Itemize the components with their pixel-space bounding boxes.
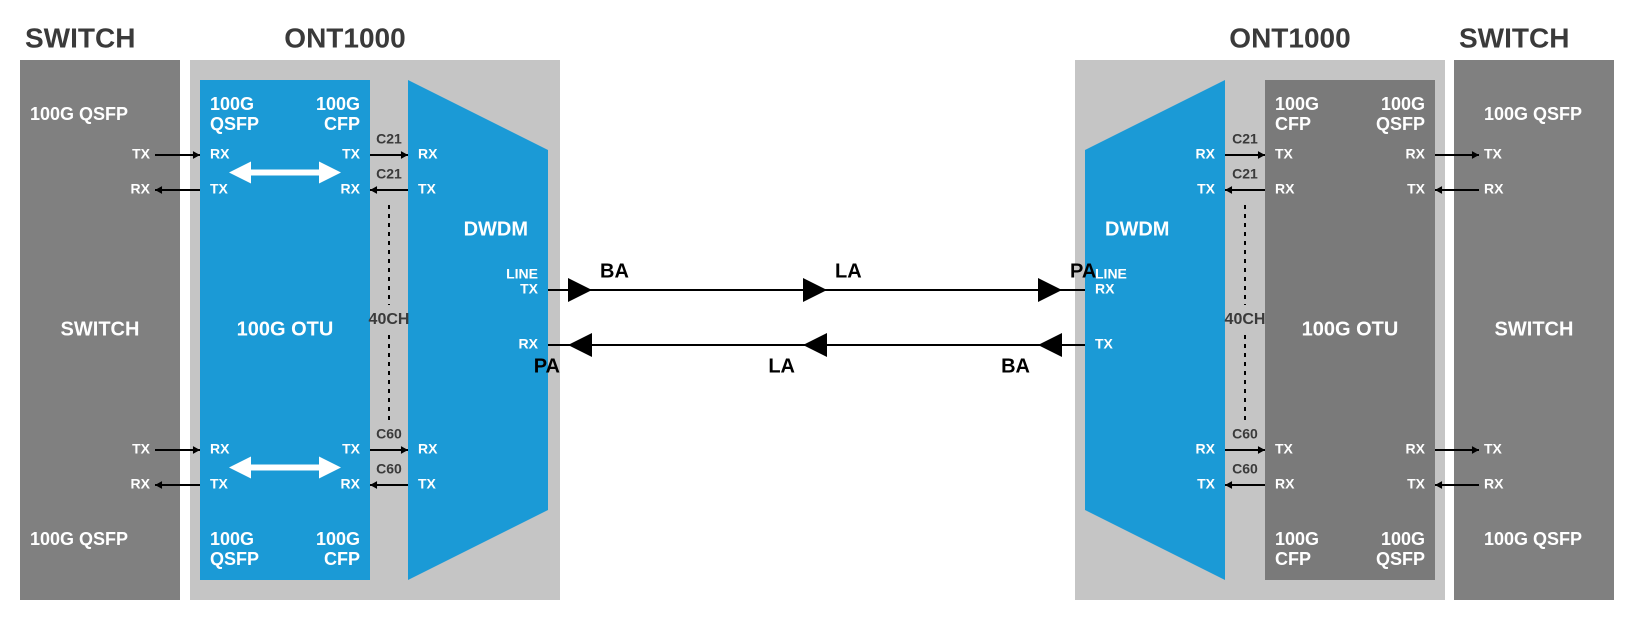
svg-text:40CH: 40CH — [1225, 311, 1266, 328]
svg-text:100G: 100G — [1275, 529, 1319, 549]
svg-text:100G: 100G — [1275, 94, 1319, 114]
svg-text:100G OTU: 100G OTU — [1302, 318, 1399, 340]
svg-text:RX: RX — [131, 476, 151, 492]
svg-text:CFP: CFP — [1275, 114, 1311, 134]
svg-text:LINE: LINE — [506, 266, 538, 282]
svg-text:100G QSFP: 100G QSFP — [30, 529, 128, 549]
svg-text:BA: BA — [1001, 355, 1030, 377]
svg-text:100G: 100G — [1381, 529, 1425, 549]
svg-text:TX: TX — [132, 146, 151, 162]
svg-text:TX: TX — [1407, 181, 1426, 197]
svg-text:C60: C60 — [376, 426, 402, 442]
svg-text:TX: TX — [1275, 146, 1294, 162]
svg-text:LINE: LINE — [1095, 266, 1127, 282]
svg-text:CFP: CFP — [1275, 549, 1311, 569]
svg-text:RX: RX — [1275, 476, 1295, 492]
svg-text:CFP: CFP — [324, 549, 360, 569]
svg-text:BA: BA — [600, 260, 629, 282]
svg-text:TX: TX — [418, 476, 437, 492]
svg-text:QSFP: QSFP — [210, 114, 259, 134]
svg-text:100G QSFP: 100G QSFP — [1484, 529, 1582, 549]
svg-text:SWITCH: SWITCH — [61, 318, 140, 340]
svg-text:100G QSFP: 100G QSFP — [30, 104, 128, 124]
svg-text:C21: C21 — [1232, 131, 1258, 147]
svg-text:TX: TX — [1484, 146, 1503, 162]
svg-text:RX: RX — [1484, 476, 1504, 492]
svg-text:C21: C21 — [376, 131, 402, 147]
svg-text:QSFP: QSFP — [210, 549, 259, 569]
svg-text:100G: 100G — [316, 529, 360, 549]
svg-text:TX: TX — [132, 441, 151, 457]
svg-text:TX: TX — [210, 181, 229, 197]
svg-text:TX: TX — [1407, 476, 1426, 492]
svg-text:SWITCH: SWITCH — [1459, 22, 1569, 53]
svg-text:RX: RX — [341, 476, 361, 492]
svg-text:TX: TX — [1197, 181, 1216, 197]
svg-text:RX: RX — [1196, 441, 1216, 457]
svg-text:QSFP: QSFP — [1376, 114, 1425, 134]
svg-text:100G: 100G — [316, 94, 360, 114]
svg-text:PA: PA — [1070, 260, 1096, 282]
svg-text:RX: RX — [1406, 441, 1426, 457]
svg-text:ONT1000: ONT1000 — [1229, 22, 1350, 53]
svg-text:CFP: CFP — [324, 114, 360, 134]
svg-text:RX: RX — [519, 336, 539, 352]
svg-text:SWITCH: SWITCH — [1495, 318, 1574, 340]
svg-text:TX: TX — [210, 476, 229, 492]
svg-text:LA: LA — [835, 260, 862, 282]
svg-text:RX: RX — [1484, 181, 1504, 197]
svg-text:RX: RX — [341, 181, 361, 197]
svg-text:TX: TX — [1275, 441, 1294, 457]
svg-text:100G OTU: 100G OTU — [237, 318, 334, 340]
svg-text:TX: TX — [1197, 476, 1216, 492]
svg-text:RX: RX — [131, 181, 151, 197]
svg-text:RX: RX — [1095, 281, 1115, 297]
svg-text:RX: RX — [1196, 146, 1216, 162]
svg-text:RX: RX — [1275, 181, 1295, 197]
svg-text:TX: TX — [342, 441, 361, 457]
svg-text:40CH: 40CH — [369, 311, 410, 328]
svg-text:DWDM: DWDM — [1105, 218, 1169, 240]
svg-text:DWDM: DWDM — [464, 218, 528, 240]
svg-text:RX: RX — [210, 146, 230, 162]
svg-text:PA: PA — [534, 355, 560, 377]
svg-text:TX: TX — [520, 281, 539, 297]
svg-text:LA: LA — [768, 355, 795, 377]
svg-text:100G: 100G — [1381, 94, 1425, 114]
svg-text:C60: C60 — [376, 461, 402, 477]
svg-text:C60: C60 — [1232, 426, 1258, 442]
svg-text:TX: TX — [1095, 336, 1114, 352]
svg-text:C60: C60 — [1232, 461, 1258, 477]
svg-text:100G QSFP: 100G QSFP — [1484, 104, 1582, 124]
svg-text:ONT1000: ONT1000 — [284, 22, 405, 53]
svg-text:100G: 100G — [210, 529, 254, 549]
svg-text:RX: RX — [1406, 146, 1426, 162]
svg-text:QSFP: QSFP — [1376, 549, 1425, 569]
svg-text:RX: RX — [418, 441, 438, 457]
svg-text:SWITCH: SWITCH — [25, 22, 135, 53]
svg-text:RX: RX — [210, 441, 230, 457]
svg-text:TX: TX — [342, 146, 361, 162]
svg-text:RX: RX — [418, 146, 438, 162]
svg-text:C21: C21 — [376, 166, 402, 182]
svg-text:C21: C21 — [1232, 166, 1258, 182]
svg-text:TX: TX — [1484, 441, 1503, 457]
svg-text:100G: 100G — [210, 94, 254, 114]
svg-text:TX: TX — [418, 181, 437, 197]
